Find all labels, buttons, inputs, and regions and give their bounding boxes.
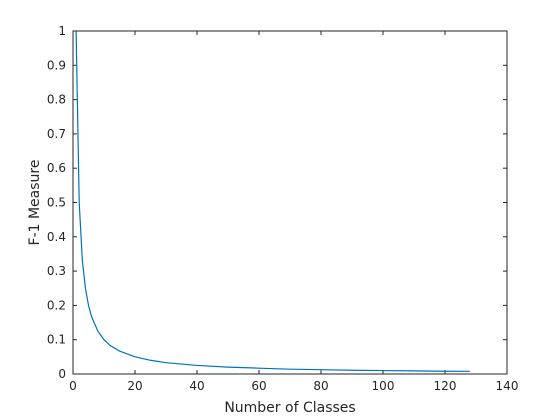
plot-area-box: [72, 30, 508, 375]
y-axis-label: F-1 Measure: [27, 160, 43, 246]
x-tick-label: 120: [434, 379, 457, 393]
y-tick-label: 0.3: [47, 264, 66, 278]
y-axis-ticks: 0 0.1 0.2 0.3 0.4 0.5 0.6 0.7 0.8 0.9 1: [47, 24, 507, 381]
y-tick-label: 0.2: [47, 298, 66, 312]
x-axis-ticks: 0 20 40 60 80 100 120 140: [69, 31, 518, 393]
y-tick-label: 0.9: [47, 58, 66, 72]
x-tick-label: 20: [127, 379, 142, 393]
y-tick-label: 0.4: [47, 230, 66, 244]
x-tick-label: 0: [69, 379, 77, 393]
y-tick-label: 1: [58, 24, 66, 38]
x-tick-label: 60: [251, 379, 266, 393]
x-axis-label: Number of Classes: [224, 400, 355, 416]
y-tick-label: 0.7: [47, 127, 66, 141]
y-tick-label: 0.1: [47, 333, 66, 347]
y-tick-label: 0.8: [47, 93, 66, 107]
x-tick-label: 40: [189, 379, 204, 393]
y-tick-label: 0: [58, 367, 66, 381]
series-layer: [75, 30, 470, 372]
x-tick-label: 140: [496, 379, 519, 393]
x-tick-label: 80: [313, 379, 328, 393]
x-tick-label: 100: [372, 379, 395, 393]
y-tick-label: 0.5: [47, 196, 66, 210]
y-tick-label: 0.6: [47, 161, 66, 175]
series-line: [75, 30, 470, 372]
